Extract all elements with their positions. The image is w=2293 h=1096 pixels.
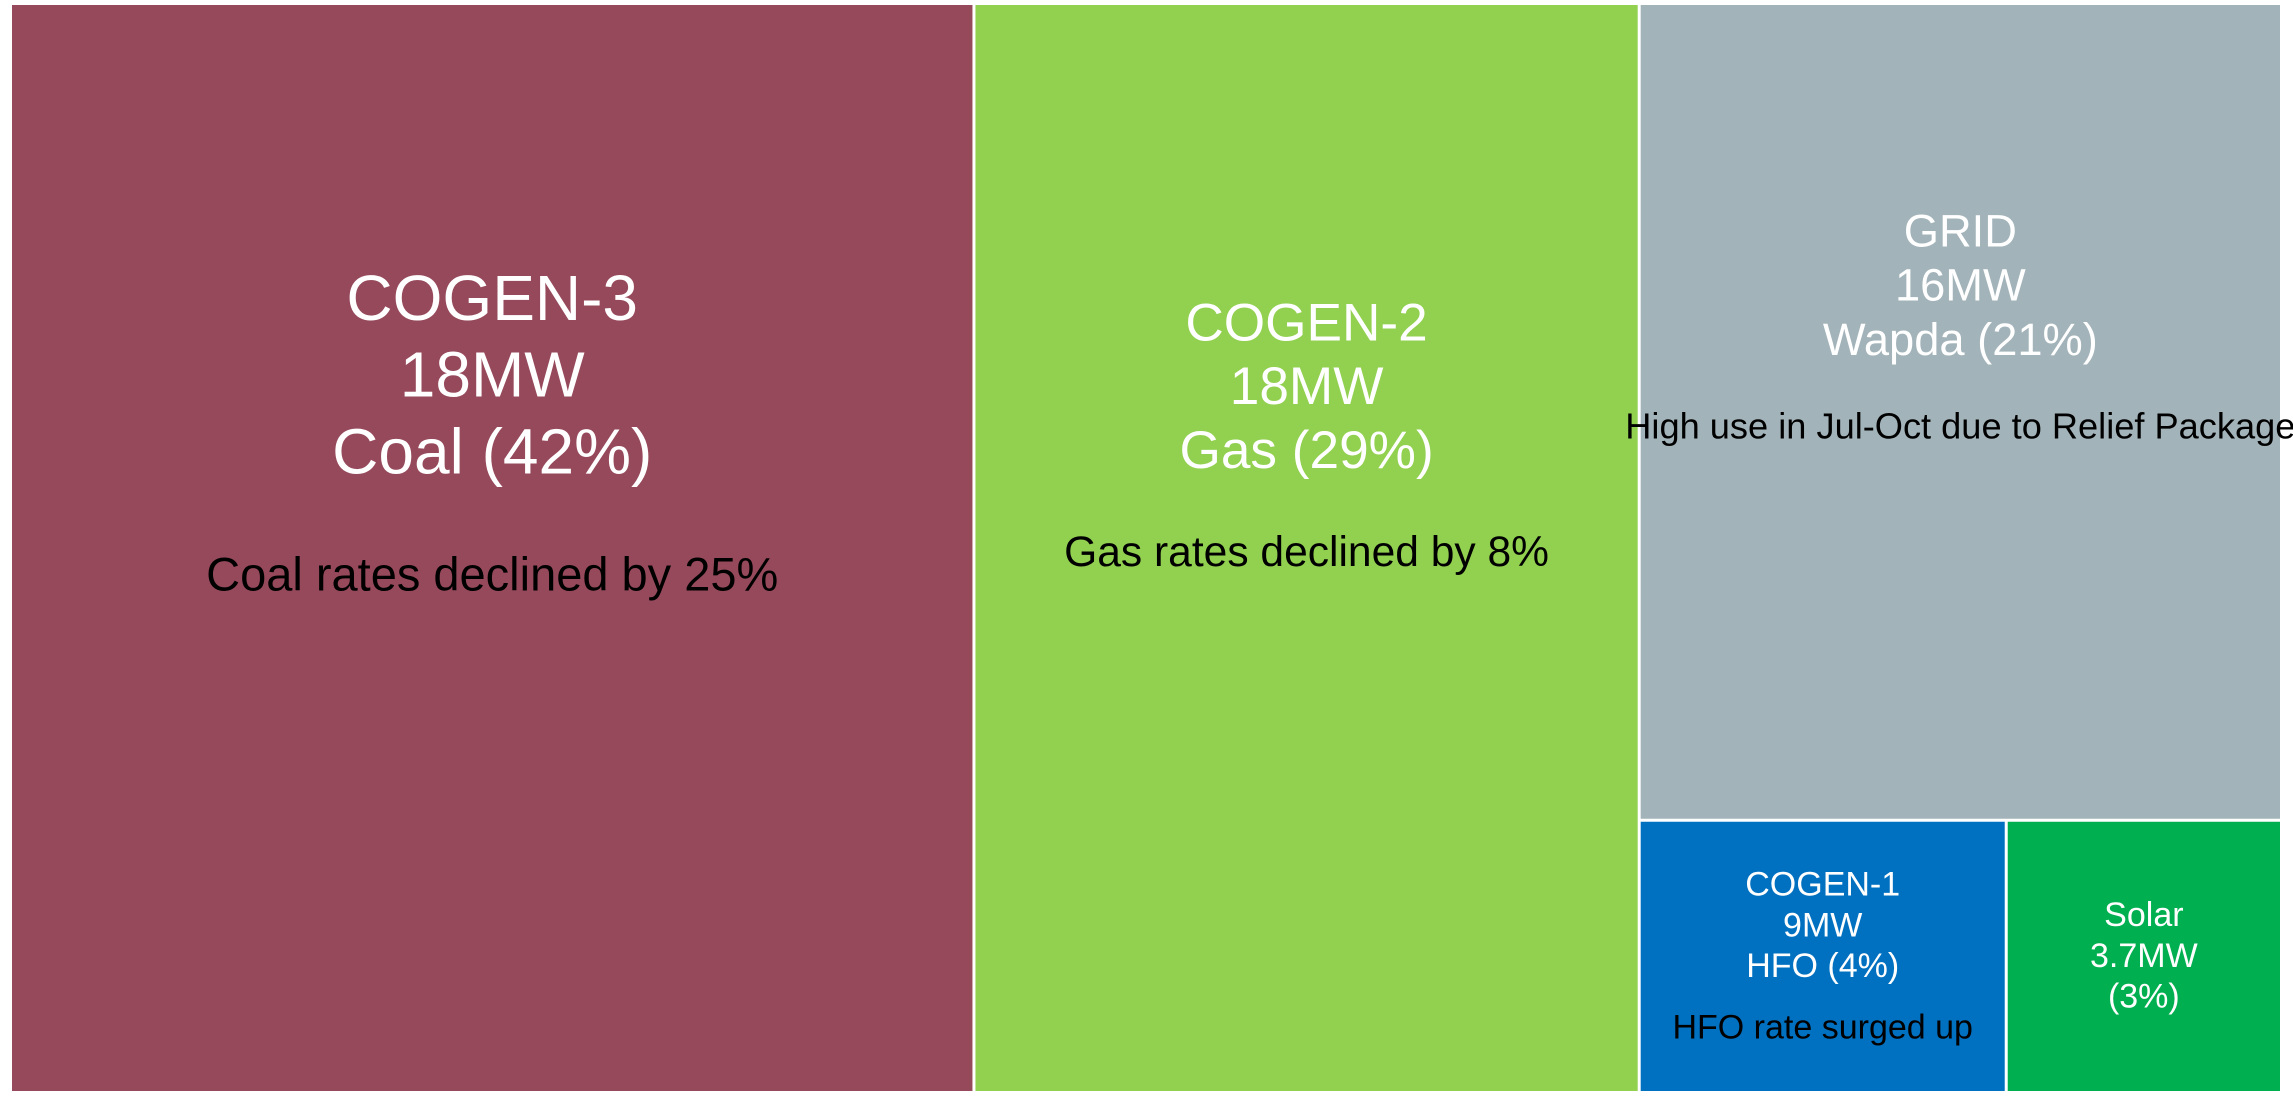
tile-share: Coal (42%): [332, 416, 652, 488]
tile-share: Gas (29%): [1179, 421, 1433, 480]
tile-capacity: 9MW: [1783, 906, 1862, 944]
tile: [12, 5, 973, 1091]
tile: [1640, 5, 2280, 819]
tile-name: COGEN-3: [346, 262, 638, 334]
tile-capacity: 18MW: [1230, 357, 1384, 416]
tile-name: COGEN-1: [1745, 865, 1900, 903]
tile-share: (3%): [2108, 978, 2180, 1016]
tile-capacity: 3.7MW: [2090, 937, 2198, 975]
tile-annotation: High use in Jul-Oct due to Relief Packag…: [1625, 406, 2293, 447]
tile-share: HFO (4%): [1746, 947, 1899, 985]
tile-annotation: Gas rates declined by 8%: [1064, 528, 1549, 576]
tile: [2007, 821, 2280, 1091]
tile-annotation: HFO rate surged up: [1672, 1008, 1972, 1046]
tile: [975, 5, 1638, 1091]
tile-share: Wapda (21%): [1823, 314, 2098, 365]
tile-capacity: 18MW: [400, 339, 586, 411]
tile-capacity: 16MW: [1895, 260, 2026, 311]
tile-name: COGEN-2: [1185, 293, 1427, 352]
tile-name: Solar: [2104, 896, 2183, 934]
tile-name: GRID: [1904, 205, 2017, 256]
tile-annotation: Coal rates declined by 25%: [206, 548, 778, 601]
tile: [1640, 821, 2005, 1091]
